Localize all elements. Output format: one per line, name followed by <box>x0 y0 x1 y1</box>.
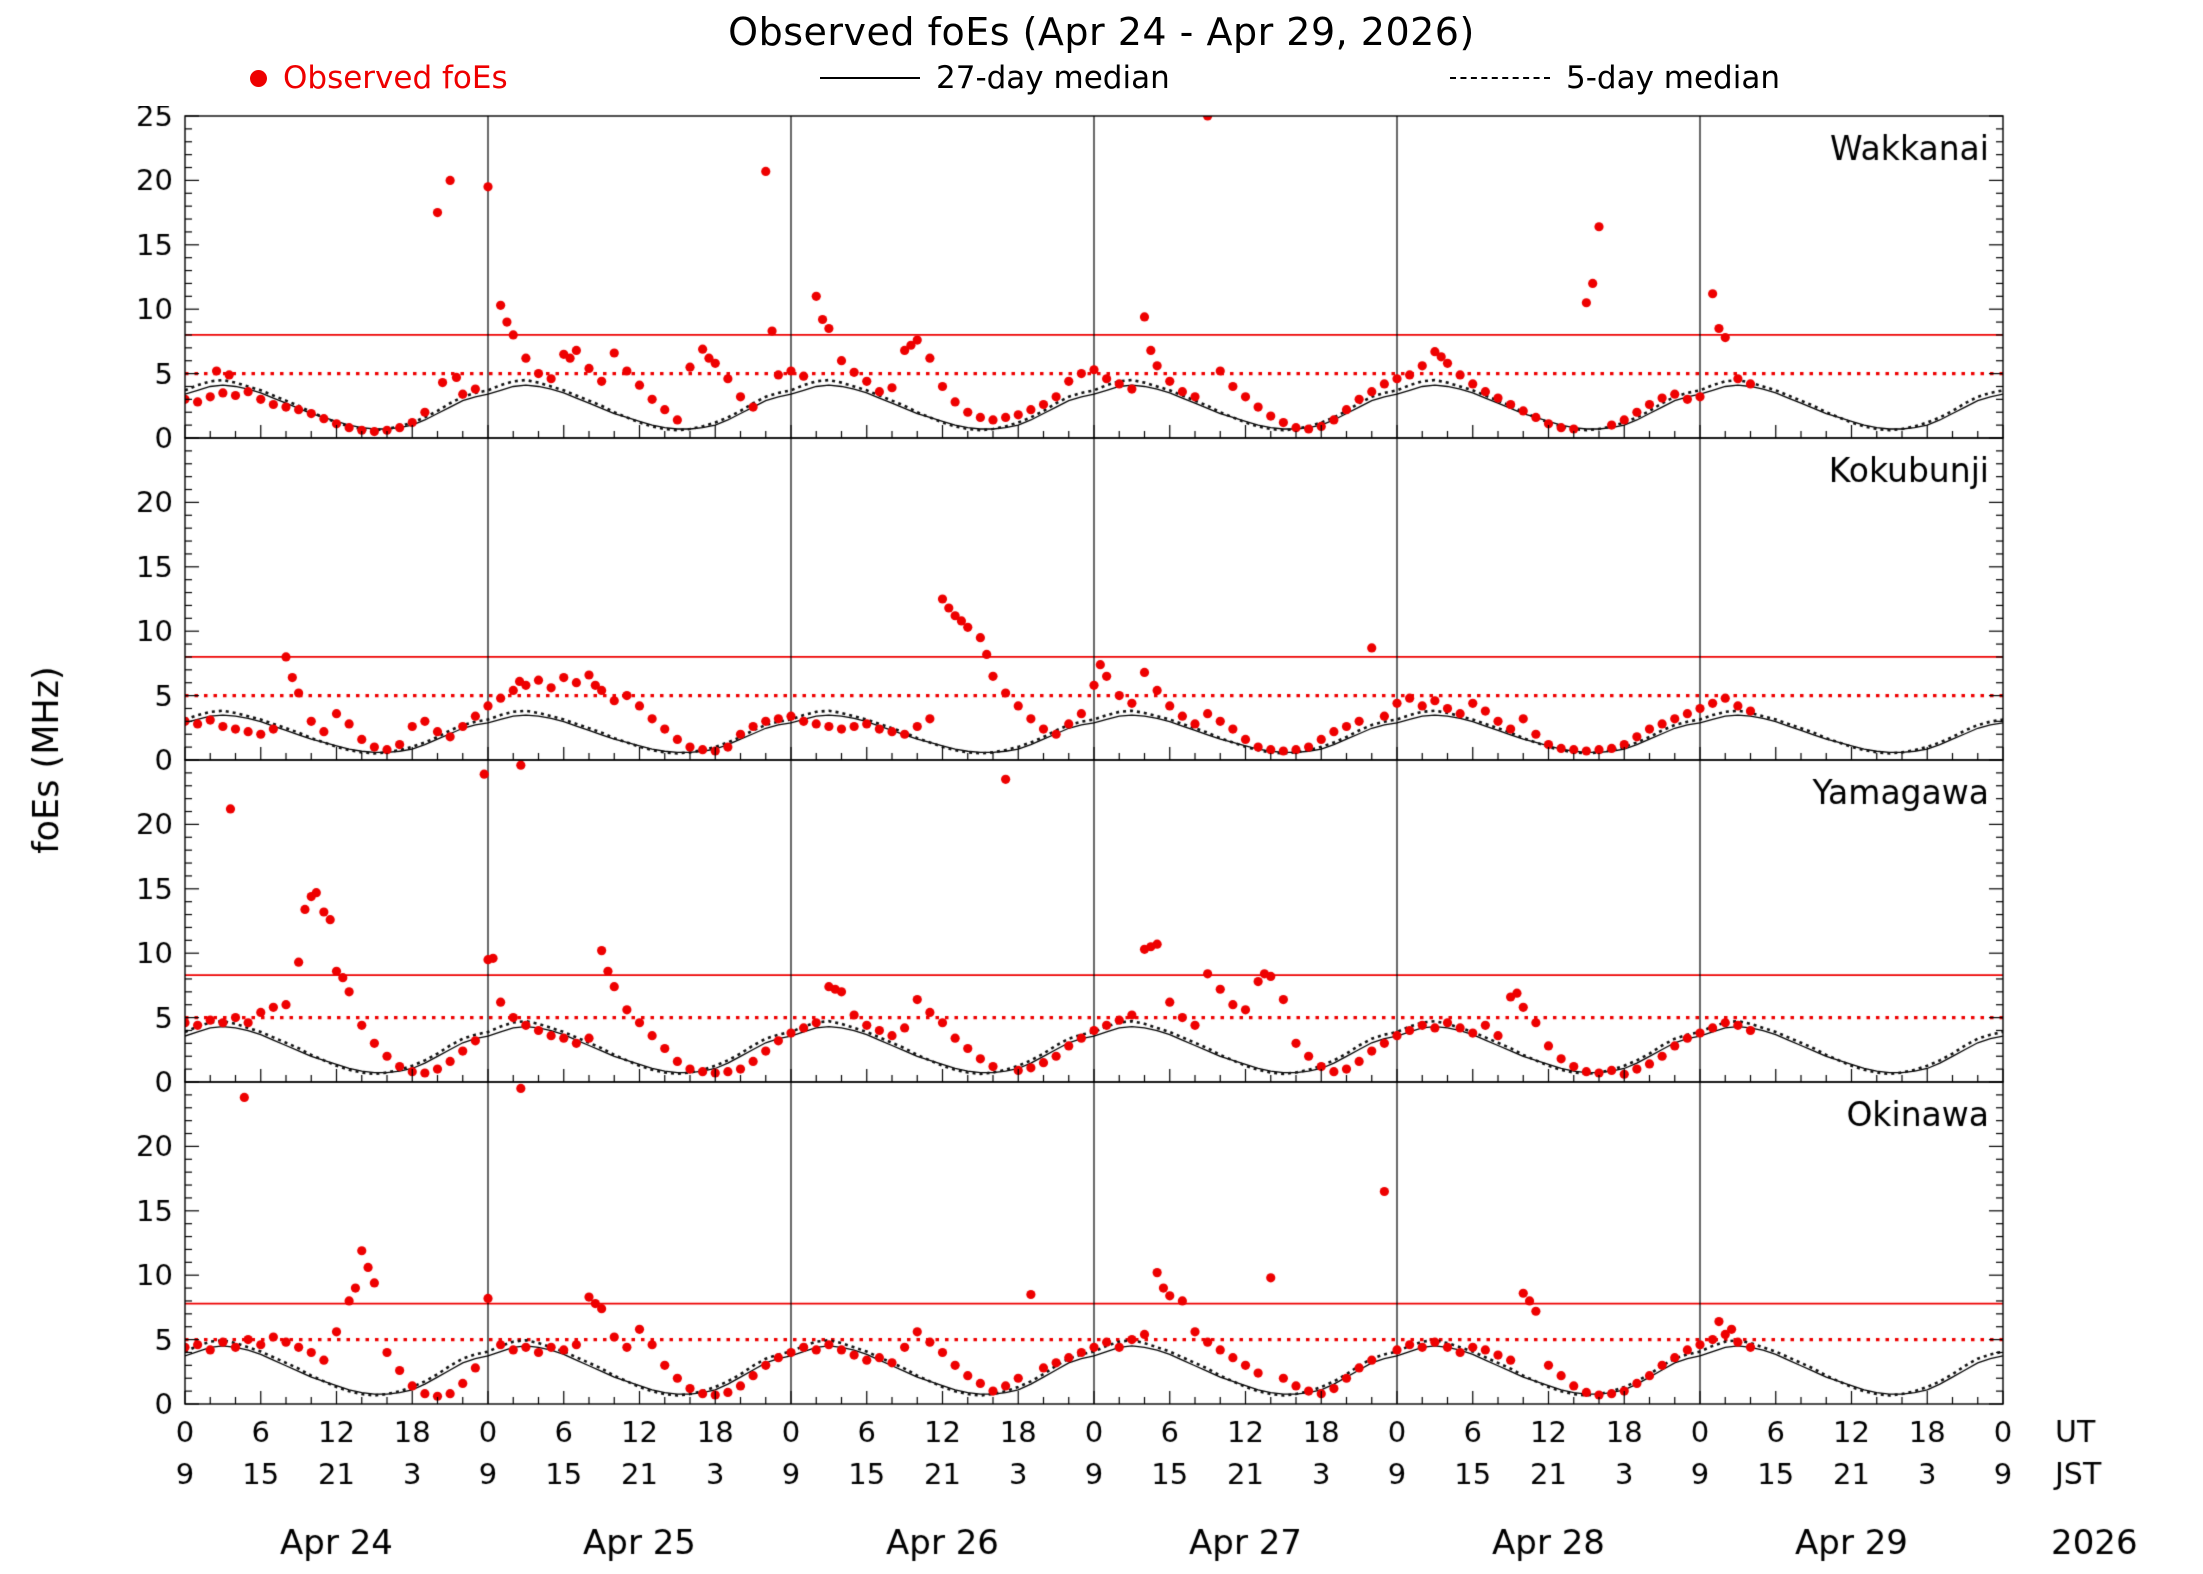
legend-median27-label: 27-day median <box>936 60 1170 96</box>
legend-observed: Observed foEs <box>250 60 508 96</box>
foes-chart-canvas <box>0 106 2203 1574</box>
legend-median5: 5-day median <box>1450 60 1780 96</box>
solid-line-icon <box>820 77 920 79</box>
chart-legend: Observed foEs 27-day median 5-day median <box>0 60 2203 106</box>
observed-dot-icon <box>250 69 267 87</box>
dashed-line-icon <box>1450 77 1550 79</box>
legend-median27: 27-day median <box>820 60 1170 96</box>
legend-observed-label: Observed foEs <box>283 60 508 96</box>
chart-title: Observed foEs (Apr 24 - Apr 29, 2026) <box>728 10 1475 54</box>
legend-median5-label: 5-day median <box>1566 60 1780 96</box>
